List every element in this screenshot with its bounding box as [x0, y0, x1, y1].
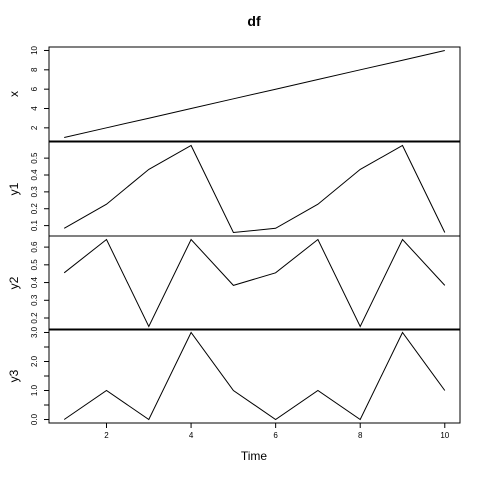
x-tick-label: 10 — [440, 431, 449, 440]
y-tick-label-y1: 0.2 — [30, 203, 39, 215]
y-tick-label-y2: 0.5 — [30, 259, 39, 271]
panel-frame-y1 — [48, 141, 461, 237]
panel-frame-x — [48, 46, 461, 142]
y-tick-label-y3: 2.0 — [30, 355, 39, 367]
chart-title: df — [247, 13, 261, 29]
x-tick-label: 8 — [358, 431, 363, 440]
panel-label-y1: y1 — [7, 182, 21, 195]
y-tick-label-x: 8 — [30, 67, 39, 72]
y-tick-label-y3: 0.0 — [30, 413, 39, 425]
panel-frame-y3 — [48, 328, 461, 424]
x-axis-label: Time — [241, 449, 268, 463]
y-tick-label-x: 2 — [30, 125, 39, 130]
panel-frame-y2 — [48, 235, 461, 331]
x-tick-label: 6 — [273, 431, 278, 440]
panel-label-x: x — [7, 91, 21, 97]
y-tick-label-y3: 3.0 — [30, 326, 39, 338]
y-tick-label-y1: 0.3 — [30, 186, 39, 198]
panels: 2 4 6 8 10 x 0.1 0.2 0.3 0.4 0.5 y1 0.2 0.3 0.4 0.5 0.6 y… — [7, 45, 461, 440]
panel-label-y3: y3 — [7, 369, 21, 382]
x-tick-label: 4 — [189, 431, 194, 440]
y-tick-label-x: 6 — [30, 86, 39, 91]
y-tick-label-y2: 0.2 — [30, 312, 39, 324]
series-line-y2 — [63, 238, 446, 328]
series-line-y1 — [63, 144, 446, 234]
x-tick-label: 2 — [104, 431, 109, 440]
y-tick-label-x: 10 — [30, 45, 39, 54]
y-tick-label-y3: 1.0 — [30, 384, 39, 396]
y-tick-label-y2: 0.4 — [30, 276, 39, 288]
y-tick-label-y2: 0.6 — [30, 241, 39, 253]
y-tick-label-y1: 0.4 — [30, 169, 39, 181]
series-line-y3 — [63, 331, 446, 421]
y-tick-label-y1: 0.5 — [30, 152, 39, 164]
panel-label-y2: y2 — [7, 276, 21, 289]
series-line-x — [64, 50, 445, 138]
y-tick-label-x: 4 — [30, 106, 39, 111]
y-tick-label-y2: 0.3 — [30, 294, 39, 306]
y-tick-label-y1: 0.1 — [30, 219, 39, 231]
